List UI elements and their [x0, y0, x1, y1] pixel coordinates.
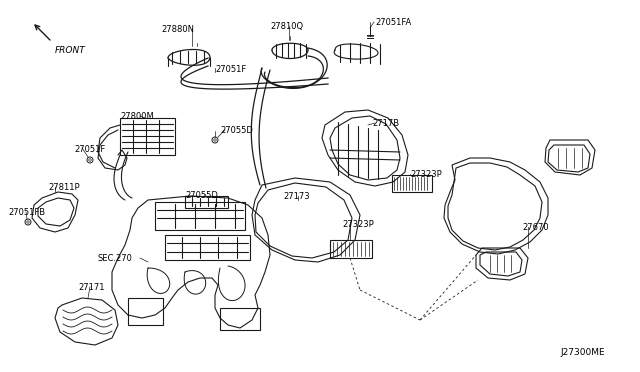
Text: 27171: 27171: [78, 283, 104, 292]
Text: 2717B: 2717B: [372, 119, 399, 128]
Text: FRONT: FRONT: [55, 46, 86, 55]
Text: 27055D: 27055D: [220, 126, 253, 135]
Text: 27051F: 27051F: [74, 145, 105, 154]
Text: 27880N: 27880N: [161, 25, 195, 34]
Text: 27810Q: 27810Q: [270, 22, 303, 31]
Text: 27055D: 27055D: [185, 191, 218, 200]
Text: 27811P: 27811P: [48, 183, 79, 192]
Text: 27800M: 27800M: [120, 112, 154, 121]
Text: 27323P: 27323P: [342, 220, 374, 229]
Text: 27051FB: 27051FB: [8, 208, 45, 217]
Text: 27323P: 27323P: [410, 170, 442, 179]
Text: 27173: 27173: [283, 192, 310, 201]
Text: 27051FA: 27051FA: [375, 18, 412, 27]
Text: 27051F: 27051F: [215, 65, 246, 74]
Text: 27670: 27670: [522, 223, 548, 232]
Text: SEC.270: SEC.270: [98, 254, 133, 263]
Text: J27300ME: J27300ME: [560, 348, 605, 357]
